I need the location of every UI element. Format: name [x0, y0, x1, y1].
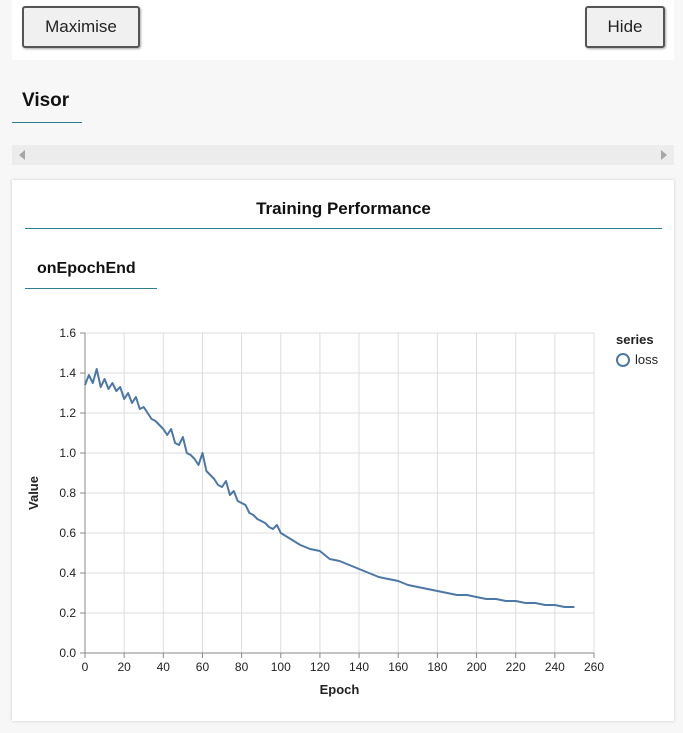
horizontal-scrollbar[interactable]: [12, 145, 674, 165]
chart-series: [84, 368, 575, 608]
x-tick-label: 220: [506, 660, 526, 674]
training-performance-card: Training Performance onEpochEnd 0 20 40 60 8…: [12, 180, 674, 721]
scroll-left-arrow-icon[interactable]: [19, 150, 25, 160]
y-tick-label: 1.4: [59, 366, 76, 380]
y-tick-label: 0.2: [59, 606, 76, 620]
y-tick-label: 1.6: [59, 326, 76, 340]
loss-chart: 0 20 40 60 80 100 120 140 160 180 200 220 240 260 0.0 0…: [26, 326, 659, 697]
y-tick-label: 0.0: [59, 646, 76, 660]
x-tick-label: 160: [388, 660, 408, 674]
x-tick-label: 60: [196, 660, 210, 674]
x-tick-label: 120: [310, 660, 330, 674]
x-tick-label: 80: [235, 660, 249, 674]
x-tick-label: 180: [427, 660, 447, 674]
x-tick-label: 140: [349, 660, 369, 674]
legend-symbol-loss: [616, 353, 630, 367]
tab-onepochend[interactable]: onEpochEnd: [25, 258, 157, 289]
chart-legend: series loss: [616, 332, 659, 367]
x-tick-label: 260: [584, 660, 604, 674]
scroll-right-arrow-icon[interactable]: [661, 150, 667, 160]
hide-button[interactable]: Hide: [585, 6, 665, 48]
y-tick-label: 0.6: [59, 526, 76, 540]
panel-title: Training Performance: [25, 198, 662, 229]
x-tick-label: 0: [82, 660, 89, 674]
y-tick-label: 1.2: [59, 406, 76, 420]
y-axis-title: Value: [26, 476, 41, 510]
top-toolbar: Maximise Hide: [12, 0, 674, 60]
visor-tab[interactable]: Visor: [12, 84, 82, 123]
legend-label-loss: loss: [635, 352, 659, 367]
x-tick-label: 40: [157, 660, 171, 674]
maximise-button[interactable]: Maximise: [22, 6, 140, 48]
x-tick-label: 20: [117, 660, 131, 674]
x-axis-title: Epoch: [320, 682, 360, 697]
x-tick-label: 200: [467, 660, 487, 674]
x-tick-label: 240: [545, 660, 565, 674]
x-tick-label: 100: [271, 660, 291, 674]
legend-title: series: [616, 332, 654, 347]
series-line-loss: [84, 368, 575, 608]
y-tick-label: 1.0: [59, 446, 76, 460]
y-tick-label: 0.4: [59, 566, 76, 580]
y-tick-label: 0.8: [59, 486, 76, 500]
chart-grid: [84, 332, 595, 654]
chart-axes: 0 20 40 60 80 100 120 140 160 180 200 220 240 260 0.0 0…: [59, 326, 604, 674]
